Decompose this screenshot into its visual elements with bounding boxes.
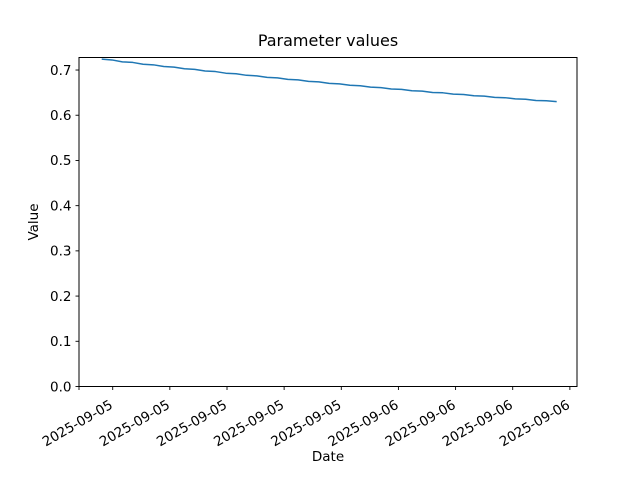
y-tick-label: 0.7 xyxy=(50,63,71,79)
y-tick-label: 0.5 xyxy=(50,153,71,169)
y-tick-label: 0.1 xyxy=(50,334,71,350)
y-tick-label: 0.4 xyxy=(50,198,71,214)
y-tick-label: 0.2 xyxy=(50,289,71,305)
y-tick-label: 0.0 xyxy=(50,379,71,395)
x-axis-label: Date xyxy=(311,449,345,465)
series-line xyxy=(101,58,557,103)
y-tick-label: 0.3 xyxy=(50,244,71,260)
chart-title: Parameter values xyxy=(257,31,399,50)
y-axis-label: Value xyxy=(26,203,42,241)
y-tick-label: 0.6 xyxy=(50,108,71,124)
axes-spines xyxy=(78,57,578,387)
